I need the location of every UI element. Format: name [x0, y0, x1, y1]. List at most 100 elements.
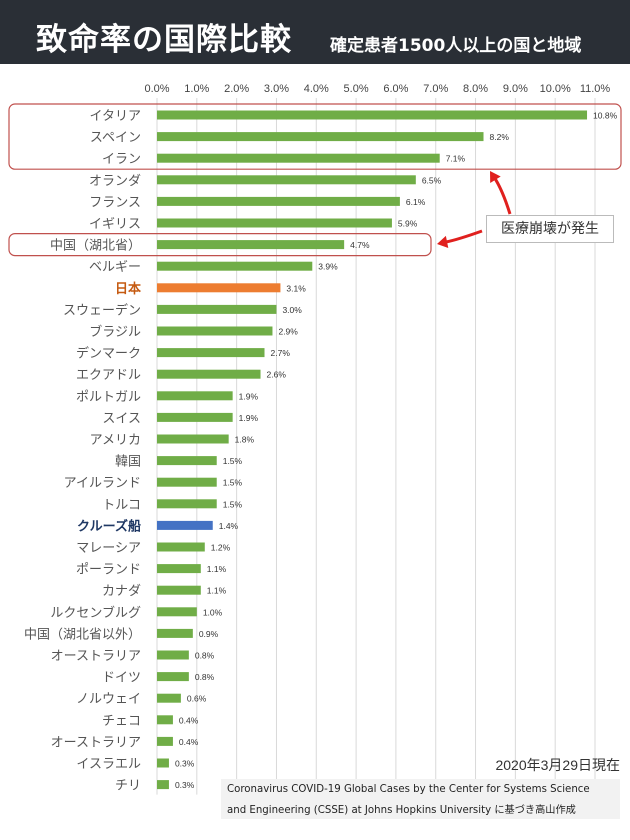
category-label: アメリカ [90, 433, 141, 448]
category-label: スペイン [90, 131, 141, 146]
value-label: 0.4% [179, 737, 199, 747]
value-label: 6.5% [422, 175, 442, 185]
category-label: ベルギー [89, 260, 141, 275]
annotation-label: 医療崩壊が発生 [486, 215, 614, 243]
value-label: 8.2% [490, 132, 510, 142]
category-label: 中国（湖北省） [50, 239, 141, 254]
category-label: スイス [102, 411, 141, 426]
bar [157, 607, 197, 617]
source-line-2: and Engineering (CSSE) at Johns Hopkins … [227, 805, 576, 816]
value-label: 2.7% [271, 348, 291, 358]
bar-chart: 0.0% 1.0% 2.0% 3.0% 4.0% 5.0% 6.0% 7.0% 8.0% 9.0%… [8, 83, 622, 795]
bar [157, 780, 169, 790]
value-label: 1.0% [203, 607, 223, 617]
bar [157, 542, 205, 552]
x-tick-label: 3.0% [264, 83, 289, 95]
value-label: 6.1% [406, 197, 426, 207]
value-label: 0.3% [175, 780, 195, 790]
value-label: 3.1% [286, 283, 306, 293]
arrow-to-top-box [492, 176, 512, 215]
bar [157, 456, 217, 466]
highlight-box [8, 103, 622, 170]
date-label: 2020年3月29日現在 [495, 757, 620, 773]
bar [157, 326, 273, 336]
bar [157, 175, 416, 185]
value-label: 5.9% [398, 219, 418, 229]
bar [157, 477, 217, 487]
x-tick-label: 9.0% [503, 83, 528, 95]
category-label: オランダ [89, 174, 141, 189]
highlight-box [8, 233, 432, 257]
x-tick-label: 4.0% [304, 83, 329, 95]
bar [157, 628, 193, 638]
bar [157, 672, 189, 682]
bar [157, 391, 233, 401]
value-label: 0.8% [195, 651, 215, 661]
x-tick-label: 8.0% [463, 83, 488, 95]
category-label: ルクセンブルグ [50, 605, 141, 621]
value-label: 0.8% [195, 672, 215, 682]
value-label: 1.5% [223, 499, 243, 509]
bar [157, 348, 265, 358]
value-label: 1.4% [219, 521, 239, 531]
bar [157, 434, 229, 444]
bar [157, 736, 173, 746]
value-label: 1.1% [207, 564, 227, 574]
x-tick-label: 7.0% [423, 83, 448, 95]
chart-title: 致命率の国際比較 [36, 22, 292, 58]
chart-subtitle: 確定患者1500人以上の国と地域 [330, 36, 582, 56]
category-label: ブラジル [89, 324, 141, 340]
value-label: 1.9% [239, 413, 259, 423]
bar [157, 412, 233, 422]
bar [157, 240, 345, 250]
source-note: Coronavirus COVID-19 Global Cases by the… [221, 779, 620, 819]
category-label: 韓国 [115, 455, 141, 470]
value-label: 1.5% [223, 478, 243, 488]
bar [157, 585, 201, 595]
arrow-to-hubei-box [445, 229, 483, 244]
category-label: イラン [102, 152, 141, 167]
bar [157, 304, 277, 314]
category-label: 中国（湖北省以外） [24, 627, 141, 642]
category-label: ドイツ [102, 671, 141, 686]
category-label: オーストラリア [51, 735, 141, 750]
value-label: 1.1% [207, 586, 227, 596]
arrow-head [437, 235, 449, 249]
value-label: 1.9% [239, 391, 259, 401]
x-tick-label: 2.0% [224, 83, 249, 95]
category-label: ポルトガル [76, 390, 141, 405]
value-label: 4.7% [350, 240, 370, 250]
category-label: ノルウェイ [76, 692, 141, 707]
category-label: オーストラリア [51, 649, 141, 664]
category-label: イタリア [90, 109, 141, 124]
chart-header: 致命率の国際比較 確定患者1500人以上の国と地域 [0, 0, 630, 64]
category-label: スウェーデン [63, 302, 141, 318]
x-tick-label: 10.0% [540, 83, 571, 95]
bar [157, 369, 261, 379]
category-label: デンマーク [76, 346, 141, 362]
x-tick-label: 5.0% [344, 83, 369, 95]
category-label: エクアドル [76, 368, 141, 383]
value-label: 1.2% [211, 543, 231, 553]
bar [157, 564, 201, 574]
category-label: トルコ [102, 498, 141, 513]
bar [157, 153, 440, 163]
category-label: ポーランド [76, 563, 141, 578]
category-label: イスラエル [76, 757, 141, 772]
bar [157, 218, 392, 228]
category-label: チリ [115, 779, 141, 794]
value-label: 1.5% [223, 456, 243, 466]
bar [157, 196, 400, 206]
value-label: 2.9% [278, 327, 298, 337]
bar [157, 650, 189, 660]
value-label: 0.4% [179, 715, 199, 725]
x-tick-label: 1.0% [184, 83, 209, 95]
value-label: 0.3% [175, 759, 195, 769]
bar [157, 261, 313, 271]
bar [157, 283, 281, 293]
value-label: 3.0% [282, 305, 302, 315]
value-label: 1.8% [235, 435, 255, 445]
value-label: 10.8% [593, 111, 618, 121]
category-label: アイルランド [64, 476, 141, 491]
category-label: チェコ [102, 714, 141, 729]
